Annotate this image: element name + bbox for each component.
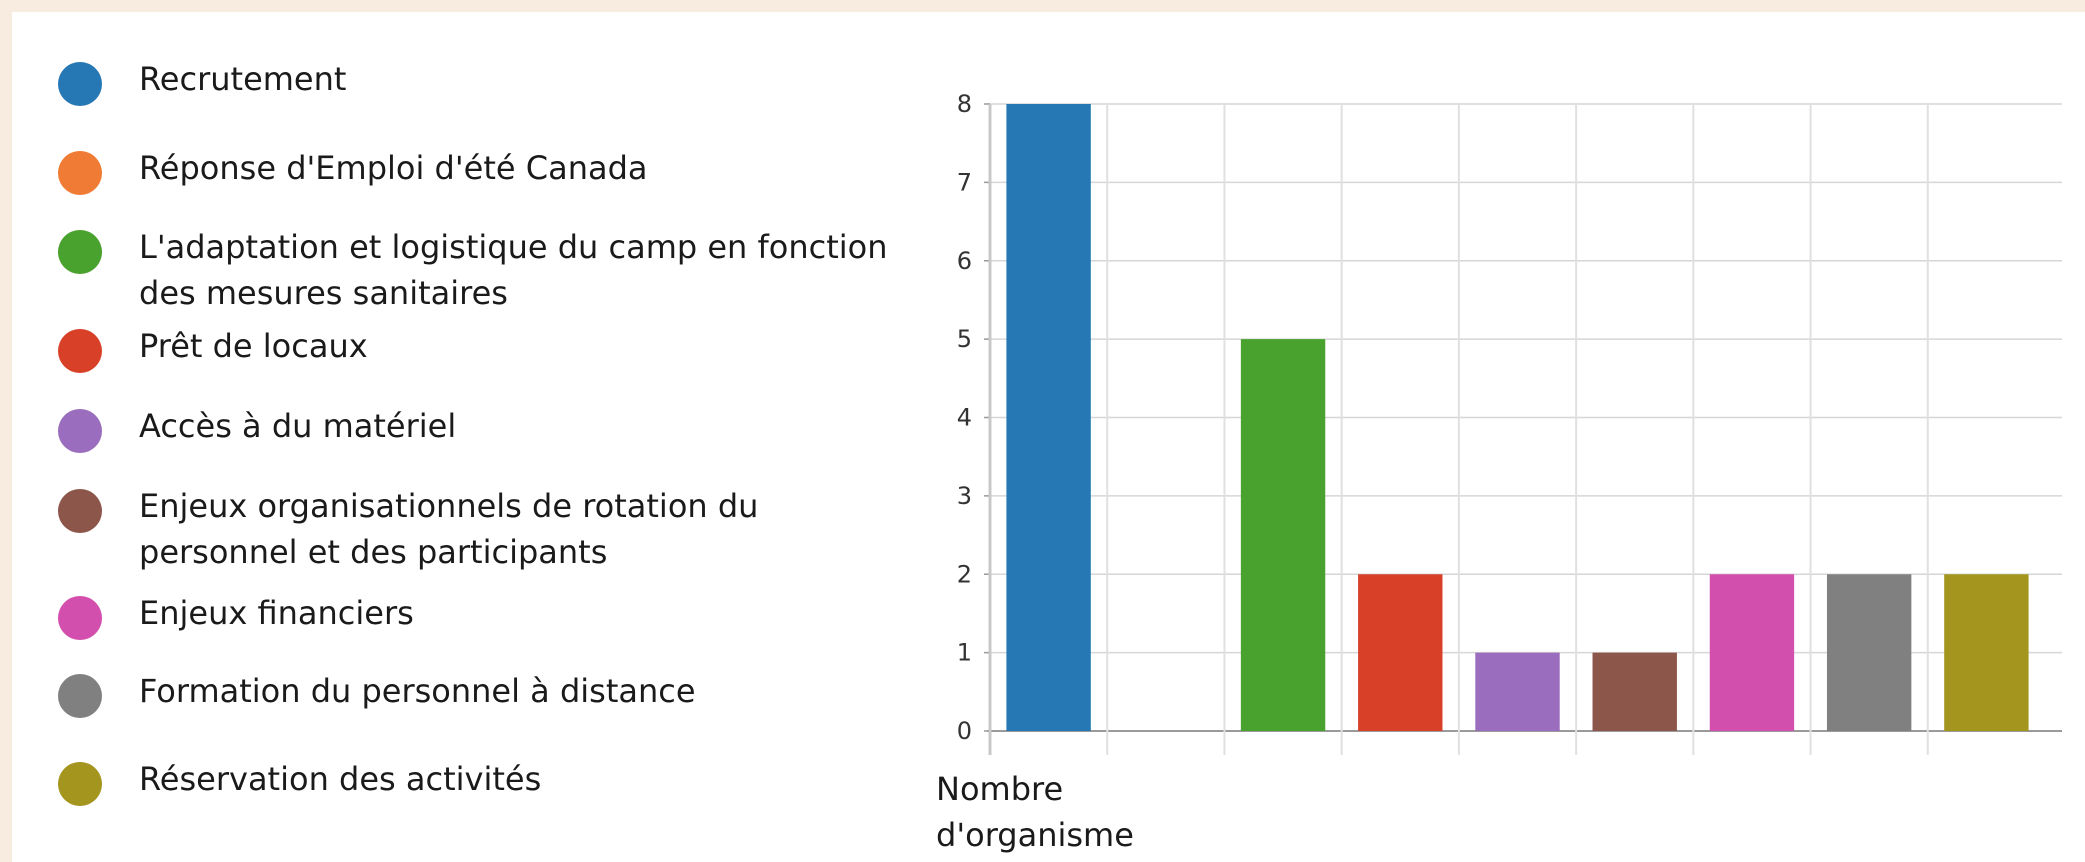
legend-label: Recrutement [139, 56, 919, 102]
legend-label-line: Enjeux financiers [139, 594, 414, 632]
legend-label: Réponse d'Emploi d'été Canada [139, 145, 919, 191]
legend-label-line: Réservation des activités [139, 760, 542, 798]
x-axis-title-line: Nombre [936, 770, 1064, 808]
y-tick-label: 4 [957, 404, 972, 432]
legend-label: Prêt de locaux [139, 323, 919, 369]
bar [1358, 574, 1443, 731]
chart-panel: Recrutement Réponse d'Emploi d'été Canada… [12, 12, 2085, 862]
legend-swatch [58, 151, 102, 195]
legend-swatch [58, 409, 102, 453]
bar [1240, 339, 1326, 731]
legend-label-line: Enjeux organisationnels de rotation du [139, 487, 759, 525]
legend-label: Réservation des activités [139, 756, 919, 802]
bar [1592, 652, 1677, 731]
legend-swatch [58, 489, 102, 533]
legend-swatch [58, 674, 102, 718]
legend-swatch [58, 596, 102, 640]
x-axis-title-line: d'organisme [936, 816, 1134, 854]
legend-label-line: Réponse d'Emploi d'été Canada [139, 149, 648, 187]
legend-label: Accès à du matériel [139, 403, 919, 449]
legend-label: Enjeux financiers [139, 590, 919, 636]
legend-label-line: des mesures sanitaires [139, 274, 508, 312]
y-tick-label: 3 [957, 482, 972, 510]
bar [1475, 652, 1560, 731]
x-axis-title: Nombre d'organisme [936, 766, 1236, 858]
bar [1709, 574, 1795, 731]
legend-label-line: Formation du personnel à distance [139, 672, 696, 710]
legend-label-line: Recrutement [139, 60, 347, 98]
y-tick-label: 5 [957, 325, 972, 353]
y-tick-label: 2 [957, 560, 972, 588]
legend-swatch [58, 762, 102, 806]
legend-swatch [58, 62, 102, 106]
bar [1944, 574, 2029, 731]
legend-label: Enjeux organisationnels de rotation du pe… [139, 483, 919, 575]
legend-label-line: Prêt de locaux [139, 327, 368, 365]
y-tick-label: 7 [957, 168, 972, 196]
y-tick-label: 1 [957, 639, 972, 667]
legend-label: Formation du personnel à distance [139, 668, 919, 714]
legend-swatch [58, 230, 102, 274]
y-tick-label: 6 [957, 247, 972, 275]
legend-swatch [58, 329, 102, 373]
legend-label-line: personnel et des participants [139, 533, 608, 571]
legend-label: L'adaptation et logistique du camp en fo… [139, 224, 919, 316]
legend-label-line: L'adaptation et logistique du camp en fo… [139, 228, 888, 266]
legend: Recrutement Réponse d'Emploi d'été Canada… [12, 12, 892, 862]
y-tick-label: 0 [957, 717, 972, 745]
bar [1826, 574, 1912, 731]
legend-label-line: Accès à du matériel [139, 407, 457, 445]
bar [1006, 104, 1091, 731]
bar-chart: 0 1 2 3 4 5 6 7 8 [957, 90, 2062, 755]
y-tick-label: 8 [957, 90, 972, 118]
